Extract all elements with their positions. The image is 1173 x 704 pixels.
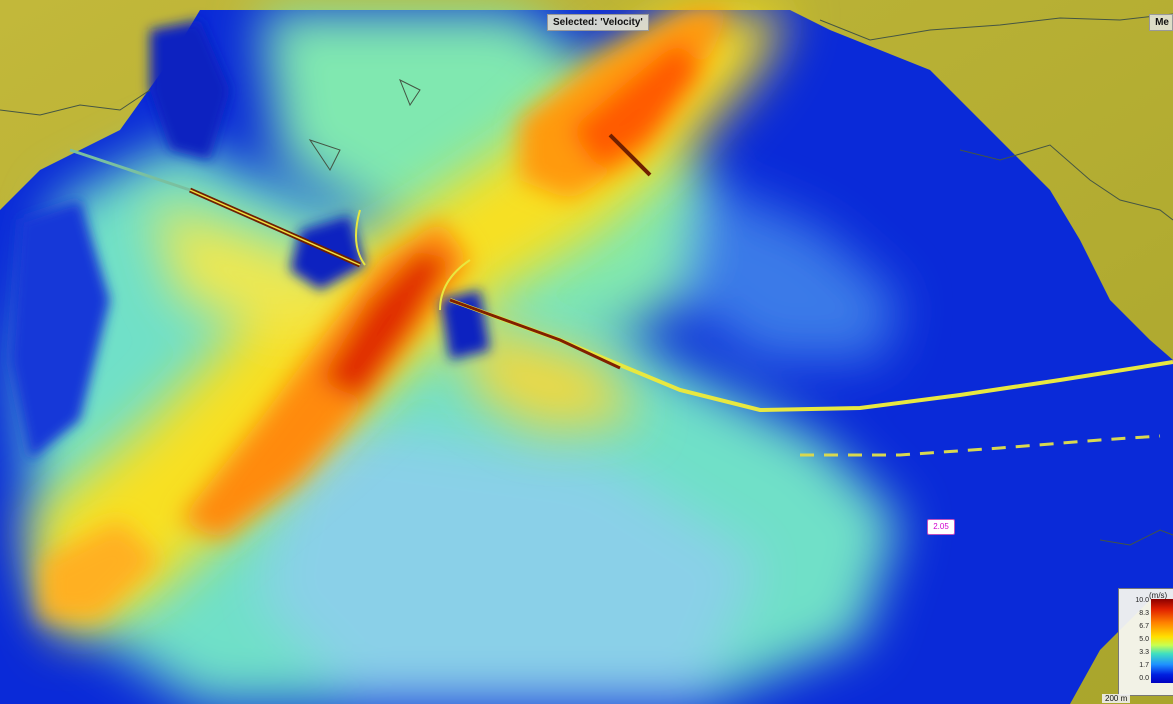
- legend-tick: 10.0: [1135, 597, 1149, 604]
- scale-bar-label: 200 m: [1102, 694, 1131, 703]
- breakwater-structures: [69, 133, 1173, 457]
- shoreline-contours: [0, 13, 1173, 546]
- legend-unit: (m/s): [1149, 591, 1168, 600]
- top-right-label[interactable]: Me: [1149, 14, 1173, 31]
- selected-layer-label: Selected: 'Velocity': [547, 14, 649, 31]
- fastest-velocity-core: [40, 10, 730, 620]
- legend-color-bar: [1151, 599, 1173, 683]
- legend-tick: 5.0: [1139, 636, 1149, 643]
- legend-tick: 8.3: [1139, 610, 1149, 617]
- eddy-zones: [10, 20, 490, 460]
- legend-tick: 6.7: [1139, 623, 1149, 630]
- legend-tick: 1.7: [1139, 662, 1149, 669]
- legend-tick: 3.3: [1139, 649, 1149, 656]
- legend-tick: 0.0: [1139, 675, 1149, 682]
- velocity-legend: (m/s) 10.0 8.3 6.7 5.0 3.3 1.7 0.0: [1118, 588, 1173, 696]
- probe-value-label[interactable]: 2.05: [927, 519, 955, 535]
